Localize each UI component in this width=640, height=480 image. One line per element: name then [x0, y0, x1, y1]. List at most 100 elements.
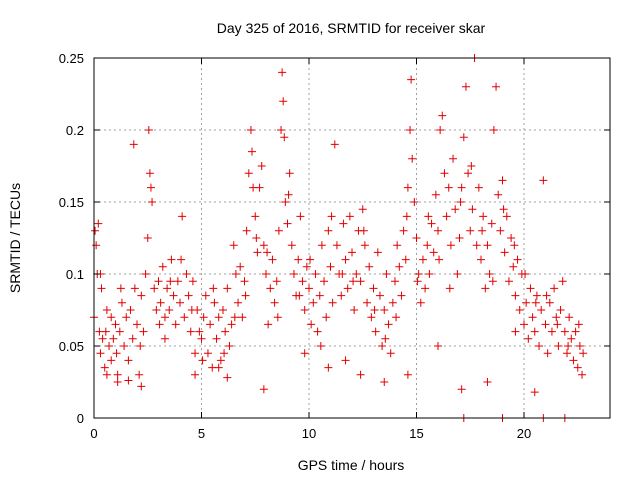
- data-point: [160, 334, 169, 343]
- data-point: [251, 212, 260, 221]
- data-point: [214, 363, 223, 372]
- data-points: [90, 54, 588, 422]
- data-point: [209, 284, 218, 293]
- data-point: [152, 306, 161, 314]
- data-point: [223, 284, 232, 293]
- data-point: [496, 226, 505, 235]
- data-point: [511, 327, 520, 336]
- data-point: [429, 248, 438, 257]
- data-point: [485, 270, 494, 278]
- data-point: [406, 126, 415, 134]
- data-point: [298, 277, 307, 286]
- data-point: [339, 219, 348, 228]
- data-point: [199, 313, 208, 322]
- data-point: [143, 234, 152, 242]
- data-point: [169, 291, 178, 300]
- y-tick-label: 0.05: [59, 339, 84, 354]
- data-point: [421, 284, 430, 293]
- data-point: [201, 291, 210, 300]
- data-point: [393, 241, 402, 250]
- data-point: [214, 313, 223, 322]
- data-point: [274, 226, 283, 235]
- data-point: [575, 342, 584, 350]
- data-point: [380, 306, 389, 314]
- data-point: [277, 126, 286, 134]
- data-point: [487, 219, 496, 228]
- data-point: [255, 183, 264, 192]
- data-point: [101, 327, 110, 336]
- data-point: [203, 349, 212, 358]
- data-point: [349, 277, 358, 286]
- data-point: [122, 313, 131, 322]
- data-point: [145, 169, 154, 178]
- data-point: [166, 277, 175, 286]
- data-point: [464, 169, 473, 178]
- grid-lines: [94, 58, 610, 418]
- data-point: [176, 298, 184, 307]
- data-point: [128, 334, 137, 343]
- data-point: [107, 356, 116, 365]
- data-point: [248, 147, 257, 156]
- data-point: [457, 183, 466, 192]
- data-point: [150, 284, 159, 293]
- data-point: [459, 133, 468, 142]
- data-point: [244, 169, 253, 178]
- data-point: [399, 226, 408, 235]
- data-point: [324, 226, 333, 235]
- data-point: [278, 68, 287, 77]
- data-point: [115, 327, 124, 336]
- data-point: [556, 306, 565, 314]
- data-point: [502, 212, 511, 221]
- data-point: [381, 334, 390, 343]
- data-point: [273, 313, 282, 322]
- data-point: [341, 356, 350, 365]
- data-point: [397, 291, 406, 300]
- data-point: [539, 176, 548, 185]
- data-point: [219, 306, 227, 314]
- data-point: [488, 277, 497, 286]
- data-point: [148, 198, 157, 206]
- data-point: [246, 126, 255, 134]
- data-point: [457, 385, 466, 394]
- data-point: [257, 162, 266, 170]
- data-point: [418, 255, 427, 264]
- data-point: [573, 363, 582, 372]
- data-point: [198, 356, 207, 365]
- data-point: [435, 255, 444, 264]
- data-point: [167, 255, 176, 264]
- data-point: [449, 154, 458, 163]
- x-tick-label: 10: [302, 426, 316, 441]
- data-point: [427, 219, 436, 228]
- data-point: [242, 226, 251, 235]
- data-point: [158, 262, 167, 271]
- data-point: [466, 226, 475, 235]
- data-point: [326, 262, 335, 271]
- data-point: [578, 370, 587, 379]
- data-point: [542, 291, 551, 300]
- data-point: [160, 313, 169, 322]
- data-point: [182, 270, 191, 278]
- data-point: [315, 291, 324, 300]
- data-point: [216, 356, 225, 365]
- data-point: [313, 327, 322, 336]
- data-point: [547, 327, 556, 336]
- data-point: [322, 313, 331, 322]
- data-point: [137, 291, 146, 300]
- data-point: [524, 334, 533, 343]
- data-point: [530, 388, 539, 397]
- data-point: [467, 162, 476, 170]
- data-point: [550, 284, 559, 293]
- data-point: [341, 255, 350, 264]
- data-point: [382, 270, 391, 278]
- data-point: [356, 277, 365, 286]
- data-point: [180, 313, 189, 322]
- data-point: [434, 342, 442, 350]
- y-tick-label: 0.1: [66, 267, 84, 282]
- y-tick-label: 0.2: [66, 123, 84, 138]
- data-point: [285, 169, 294, 178]
- data-point: [191, 349, 200, 358]
- data-point: [129, 140, 138, 149]
- data-point: [565, 313, 574, 322]
- data-point: [571, 327, 580, 336]
- data-point: [279, 97, 288, 106]
